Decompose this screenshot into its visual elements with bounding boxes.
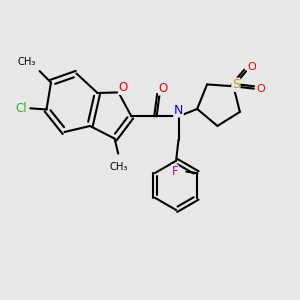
Text: S: S [232,78,240,91]
Text: O: O [256,84,265,94]
Text: N: N [174,104,183,117]
Text: CH₃: CH₃ [109,162,128,172]
Text: F: F [172,165,178,178]
Text: CH₃: CH₃ [17,57,36,67]
Text: O: O [118,81,127,94]
Text: Cl: Cl [15,102,26,115]
Text: O: O [159,82,168,95]
Text: O: O [248,62,256,72]
